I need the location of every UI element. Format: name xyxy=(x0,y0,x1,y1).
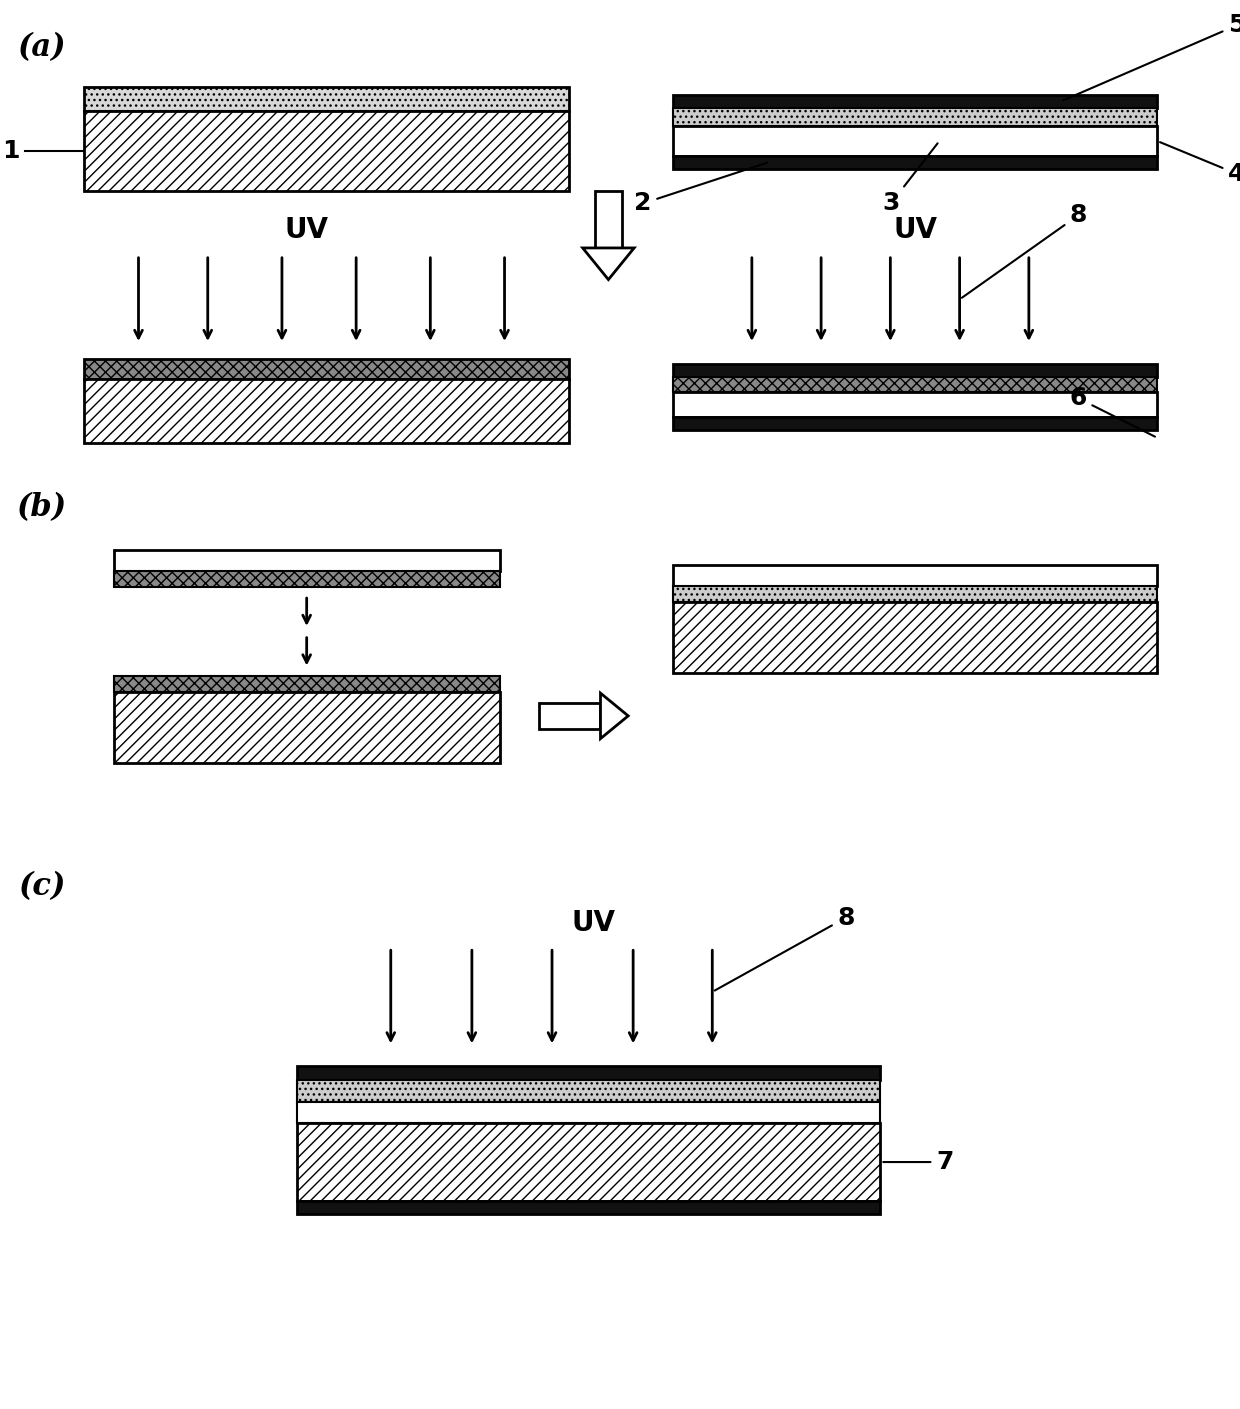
Text: 2: 2 xyxy=(635,163,768,216)
Text: (b): (b) xyxy=(16,492,67,523)
Polygon shape xyxy=(600,693,629,738)
Text: UV: UV xyxy=(285,216,329,244)
Bar xyxy=(84,379,569,442)
Bar xyxy=(673,364,1157,376)
Text: 6: 6 xyxy=(1070,386,1154,437)
Bar xyxy=(296,1102,880,1123)
Bar xyxy=(673,392,1157,417)
Text: 3: 3 xyxy=(882,144,937,216)
Bar xyxy=(84,87,569,111)
Bar xyxy=(594,190,622,248)
Bar xyxy=(673,108,1157,127)
Bar xyxy=(673,417,1157,430)
Bar xyxy=(673,602,1157,674)
Bar xyxy=(673,156,1157,169)
Bar xyxy=(296,1200,880,1215)
Bar xyxy=(114,692,500,764)
Text: 1: 1 xyxy=(2,139,20,163)
Bar xyxy=(114,550,500,572)
Bar xyxy=(84,111,569,190)
Bar xyxy=(296,1123,880,1200)
Bar xyxy=(673,94,1157,108)
Text: UV: UV xyxy=(572,909,615,937)
Text: 8: 8 xyxy=(714,906,854,991)
Text: UV: UV xyxy=(893,216,937,244)
Bar xyxy=(539,703,600,728)
Text: 8: 8 xyxy=(962,203,1087,297)
Text: 5: 5 xyxy=(1063,13,1240,100)
Text: 4: 4 xyxy=(1161,142,1240,186)
Bar xyxy=(296,1067,880,1079)
Polygon shape xyxy=(583,248,634,279)
Bar xyxy=(673,565,1157,586)
Text: (c): (c) xyxy=(17,871,66,902)
Bar xyxy=(114,676,500,692)
Bar xyxy=(673,376,1157,392)
Bar xyxy=(673,586,1157,602)
Text: (a): (a) xyxy=(17,31,66,62)
Bar xyxy=(84,359,569,379)
Bar xyxy=(673,127,1157,156)
Text: 7: 7 xyxy=(883,1150,954,1174)
Bar xyxy=(114,572,500,588)
Bar xyxy=(296,1079,880,1102)
